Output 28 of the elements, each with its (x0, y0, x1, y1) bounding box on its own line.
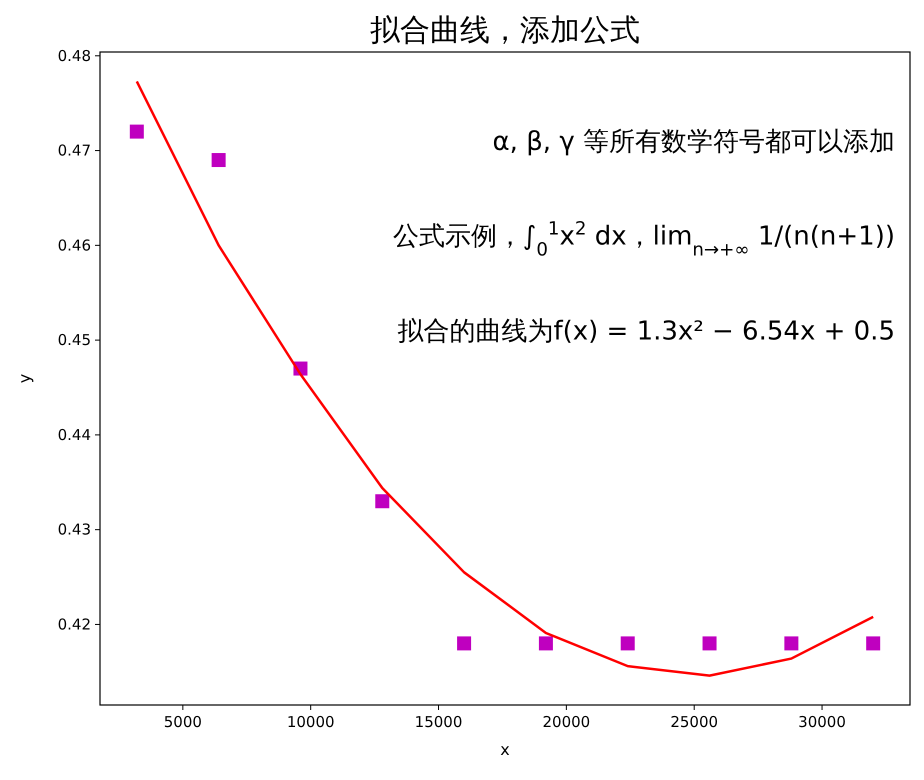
chart-title: 拟合曲线，添加公式 (370, 13, 640, 48)
x-tick-label: 25000 (670, 713, 718, 731)
point (130, 124, 144, 139)
y-tick-label: 0.46 (58, 236, 91, 254)
point (702, 636, 717, 650)
annotation: α, β, γ 等所有数学符号都可以添加 (492, 126, 895, 157)
annotation: 公式示例，∫$_{0}$$^{1}$x$^{2}$ dx，lim$_{n→+∞}$ 1/(n(n+1)) (392, 218, 895, 260)
x-tick-label: 20000 (542, 713, 590, 731)
y-tick-label: 0.47 (58, 142, 91, 160)
y-tick-label: 0.45 (58, 331, 91, 350)
point (375, 494, 390, 508)
point (784, 636, 798, 650)
point (620, 636, 635, 650)
x-tick-label: 10000 (286, 713, 335, 731)
annotation: 拟合的曲线为f(x) = 1.3x² − 6.54x + 0.5 (397, 316, 895, 346)
point (866, 636, 880, 650)
point (212, 153, 226, 168)
y-tick-label: 0.43 (58, 520, 91, 539)
x-tick-label: 30000 (798, 713, 846, 731)
x-tick-label: 15000 (414, 713, 462, 731)
y-axis-title: y (15, 374, 34, 384)
y-tick-label: 0.44 (58, 426, 91, 444)
point (457, 636, 472, 650)
y-tick-label: 0.42 (58, 615, 91, 634)
y-tick-label: 0.48 (58, 46, 91, 65)
x-axis-title: x (500, 740, 510, 759)
x-tick-label: 5000 (164, 713, 202, 731)
point (538, 636, 553, 650)
